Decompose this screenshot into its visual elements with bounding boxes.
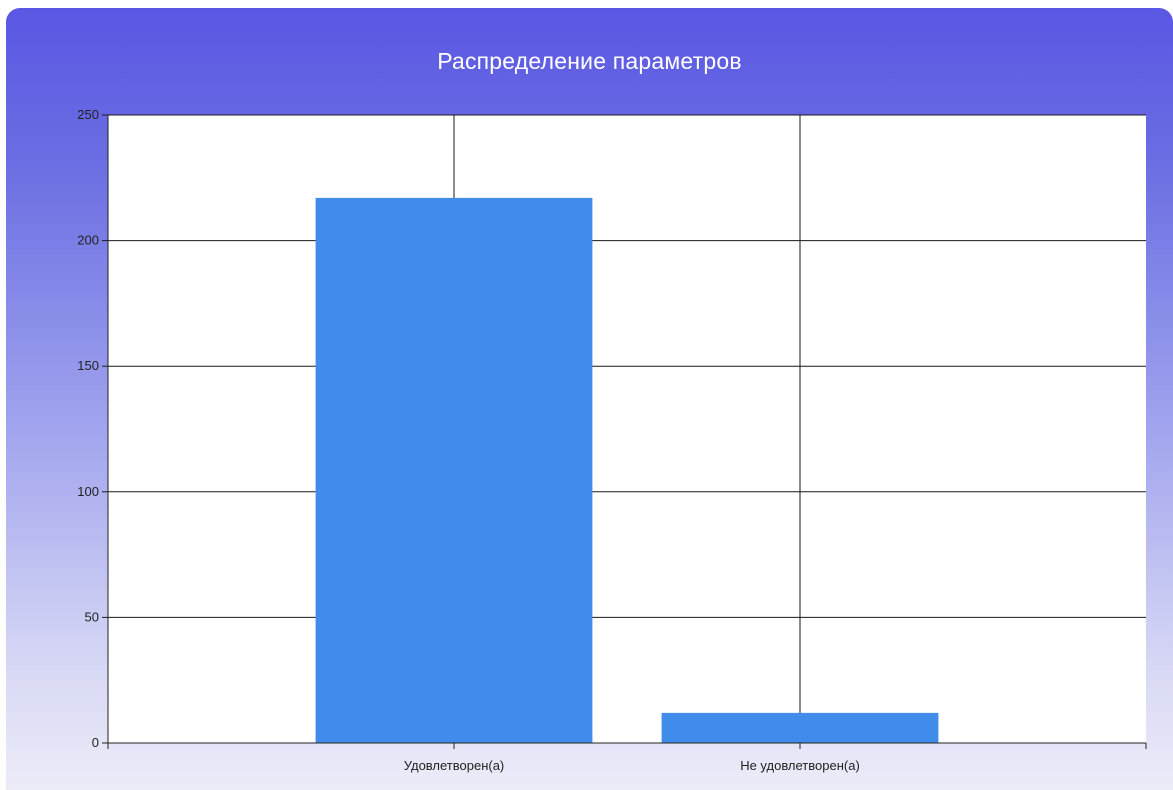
x-tick-label: Удовлетворен(а)	[404, 758, 505, 773]
plot-area	[108, 115, 1146, 743]
bar	[661, 712, 939, 743]
chart-title: Распределение параметров	[437, 48, 742, 74]
y-tick-label: 100	[77, 484, 99, 499]
y-tick-label: 0	[92, 735, 99, 750]
bar	[315, 197, 593, 743]
y-tick-label: 150	[77, 358, 99, 373]
y-tick-label: 250	[77, 107, 99, 122]
y-tick-label: 200	[77, 233, 99, 248]
x-tick-label: Не удовлетворен(а)	[740, 758, 860, 773]
y-tick-label: 50	[85, 609, 99, 624]
